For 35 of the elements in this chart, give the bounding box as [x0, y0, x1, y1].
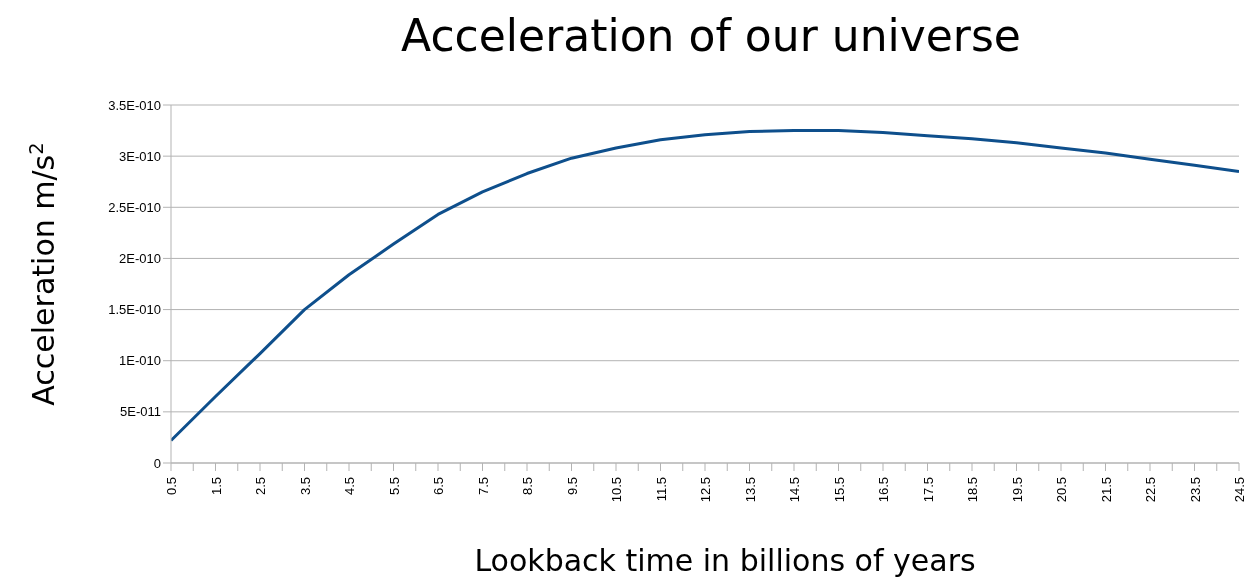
x-axis-title: Lookback time in billions of years [474, 543, 976, 578]
y-tick-label: 3.5E-010 [108, 97, 161, 113]
x-tick-label: 5.5 [386, 477, 401, 496]
x-tick-label: 2.5 [252, 477, 268, 496]
x-tick-label: 3.5 [297, 477, 312, 496]
y-tick-label: 0 [153, 455, 161, 471]
x-tick-label: 24.5 [1231, 477, 1244, 503]
x-tick-label: 0.5 [163, 477, 179, 496]
x-tick-label: 19.5 [1009, 477, 1024, 503]
y-tick-label: 2E-010 [119, 251, 161, 267]
y-tick-label: 5E-011 [120, 404, 161, 420]
x-tick-label: 17.5 [920, 477, 935, 503]
x-tick-label: 10.5 [608, 477, 624, 503]
x-tick-label: 22.5 [1142, 477, 1158, 503]
x-tick-label: 1.5 [208, 477, 223, 496]
x-tick-label: 4.5 [341, 477, 357, 496]
y-tick-label: 2.5E-010 [108, 199, 161, 215]
y-tick-label: 1E-010 [119, 353, 161, 369]
x-tick-label: 9.5 [564, 477, 579, 496]
x-tick-label: 8.5 [519, 477, 535, 496]
x-tick-label: 13.5 [742, 477, 757, 503]
y-tick-label: 3E-010 [119, 148, 161, 164]
x-tick-label: 7.5 [475, 477, 490, 496]
x-tick-label: 14.5 [786, 477, 802, 503]
x-tick-label: 20.5 [1053, 477, 1069, 503]
x-tick-label: 21.5 [1098, 477, 1113, 503]
x-tick-label: 6.5 [430, 477, 446, 496]
x-tick-label: 11.5 [653, 477, 668, 502]
x-tick-label: 16.5 [875, 477, 891, 503]
x-tick-label: 18.5 [964, 477, 980, 503]
x-tick-label: 12.5 [697, 477, 713, 503]
chart-title: Acceleration of our universe [400, 10, 1022, 61]
x-tick-label: 23.5 [1187, 477, 1202, 503]
y-tick-label: 1.5E-010 [108, 302, 161, 318]
x-tick-label: 15.5 [831, 477, 846, 503]
